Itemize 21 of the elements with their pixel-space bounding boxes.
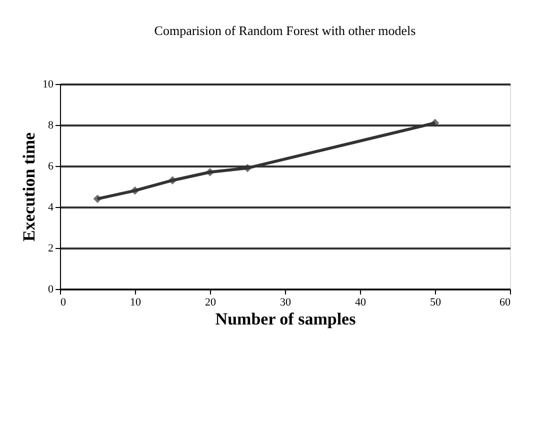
x-tick-label: 50 — [430, 296, 442, 308]
y-tick-label: 8 — [48, 120, 54, 132]
point — [93, 194, 102, 203]
y-axis-title: Execution time — [20, 132, 38, 242]
point — [130, 186, 140, 195]
y-tick-label: 2 — [48, 242, 54, 254]
chart-title: Comparision of Random Forest with other models — [154, 23, 416, 38]
x-tick-label: 0 — [60, 296, 66, 308]
x-tick-label: 30 — [280, 296, 292, 308]
y-tick-label: 6 — [48, 160, 54, 172]
y-tick-label: 0 — [48, 284, 54, 296]
x-axis-title: Number of samples — [215, 310, 356, 328]
point — [168, 176, 177, 185]
x-tick-label: 20 — [205, 296, 216, 308]
point — [206, 168, 214, 176]
point — [430, 118, 440, 128]
y-tick-label: 10 — [42, 78, 54, 90]
y-tick-label: 4 — [48, 202, 54, 214]
x-tick-label: 60 — [500, 296, 511, 308]
x-tick-label: 40 — [355, 296, 366, 308]
x-tick-label: 10 — [130, 296, 142, 308]
